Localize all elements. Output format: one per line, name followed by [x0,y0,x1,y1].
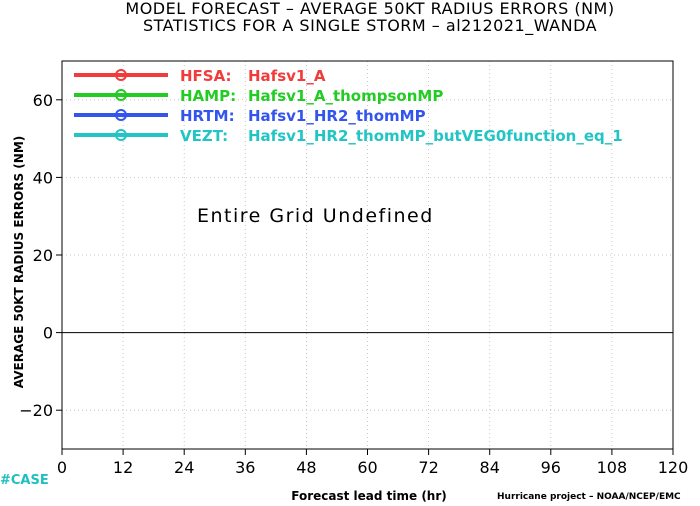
legend-series-name: VEZT: [180,127,228,145]
x-tick-label: 0 [57,458,67,477]
x-tick-label: 120 [658,458,689,477]
legend-marker [115,109,127,121]
x-tick-label: 60 [357,458,377,477]
y-tick-label: 60 [33,91,53,110]
x-tick-label: 12 [113,458,133,477]
y-tick-label: 20 [33,246,53,265]
legend-marker [115,129,127,141]
y-axis: −20 0 20 40 60 [19,91,62,420]
y-tick-label: −20 [19,401,53,420]
credit-text: Hurricane project – NOAA/NCEP/EMC [497,492,681,502]
chart-title: MODEL FORECAST – AVERAGE 50KT RADIUS ERR… [125,0,615,18]
x-axis: 0 12 24 36 48 60 72 84 96 108 120 [57,449,688,477]
legend-marker [115,69,127,81]
legend-series-label: Hafsv1_A_thompsonMP [248,87,443,105]
grid [62,61,673,449]
x-tick-label: 84 [480,458,500,477]
y-axis-label: AVERAGE 50KT RADIUS ERRORS (NM) [12,136,26,388]
y-tick-label: 0 [43,324,53,343]
case-label: #CASE [0,473,49,488]
x-tick-label: 96 [541,458,561,477]
legend-series-label: Hafsv1_HR2_thomMP_butVEG0function_eq_1 [248,127,623,145]
legend-marker [115,89,127,101]
x-tick-label: 108 [597,458,628,477]
legend-series-name: HFSA: [180,67,232,85]
y-tick-label: 40 [33,168,53,187]
legend: HFSA: Hafsv1_A HAMP: Hafsv1_A_thompsonMP HRT… [74,67,623,145]
legend-series-name: HRTM: [180,107,235,125]
legend-series-label: Hafsv1_HR2_thomMP [248,107,426,125]
x-tick-label: 24 [174,458,194,477]
annotation-text: Entire Grid Undefined [197,205,434,227]
x-axis-label: Forecast lead time (hr) [291,489,447,503]
chart-subtitle: STATISTICS FOR A SINGLE STORM – al212021… [142,16,598,35]
x-tick-label: 36 [235,458,255,477]
legend-series-name: HAMP: [180,87,236,105]
x-tick-label: 72 [418,458,438,477]
legend-series-label: Hafsv1_A [248,67,326,85]
x-tick-label: 48 [296,458,316,477]
